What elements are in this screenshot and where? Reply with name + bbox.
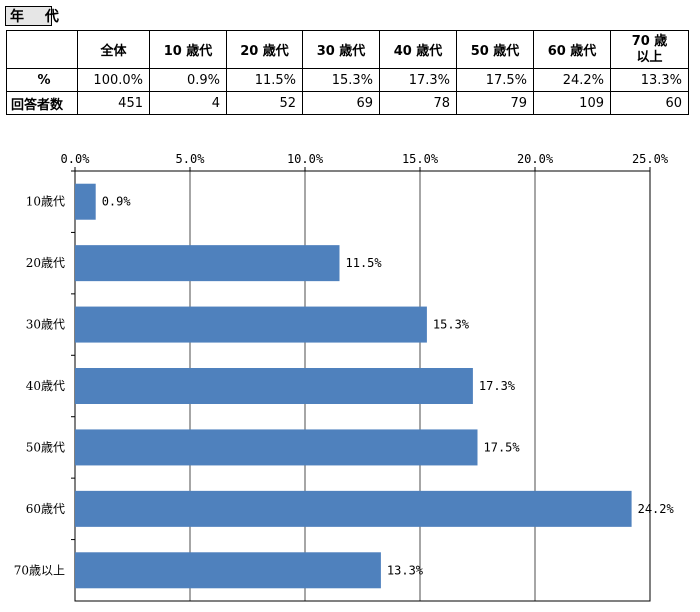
table-cell: 60 xyxy=(610,91,689,115)
table-cell: 52 xyxy=(226,91,303,115)
bar xyxy=(75,183,96,220)
x-tick-label: 5.0% xyxy=(176,152,206,166)
x-tick-label: 15.0% xyxy=(402,152,439,166)
x-tick-label: 25.0% xyxy=(632,152,669,166)
table-cell: 109 xyxy=(533,91,611,115)
bar xyxy=(75,490,632,527)
category-label: 10歳代 xyxy=(26,195,65,209)
row-header: 回答者数 xyxy=(6,91,78,115)
table-cell: 15.3% xyxy=(302,68,380,92)
bar-chart: 0.0% 5.0% 10.0% 15.0% 20.0% 25.0% 10歳代 0.9% 20歳代… xyxy=(14,152,675,602)
table-cell: 79 xyxy=(456,91,534,115)
data-label: 24.2% xyxy=(638,502,675,516)
table-cell: 24.2% xyxy=(533,68,611,92)
column-header: 50 歳代 xyxy=(456,30,534,69)
data-label: 11.5% xyxy=(346,256,383,270)
column-header: 20 歳代 xyxy=(226,30,303,69)
table-cell: 69 xyxy=(302,91,380,115)
table-cell: 11.5% xyxy=(226,68,303,92)
table-cell: 451 xyxy=(77,91,150,115)
category-label: 70歳以上 xyxy=(14,563,65,577)
table-row: 回答者数 451 4 52 69 78 79 109 60 xyxy=(6,91,689,115)
category-label: 60歳代 xyxy=(26,502,65,516)
column-header: 60 歳代 xyxy=(533,30,611,69)
table-corner-cell xyxy=(6,30,78,69)
table-row: % 100.0% 0.9% 11.5% 15.3% 17.3% 17.5% 24… xyxy=(6,68,689,92)
data-label: 0.9% xyxy=(102,195,132,209)
table-cell: 4 xyxy=(149,91,227,115)
x-tick-label: 20.0% xyxy=(517,152,554,166)
row-header: % xyxy=(6,68,78,92)
bar xyxy=(75,245,340,282)
column-header: 40 歳代 xyxy=(379,30,457,69)
column-header: 10 歳代 xyxy=(149,30,227,69)
table-cell: 13.3% xyxy=(610,68,689,92)
column-header: 全体 xyxy=(77,30,150,69)
bar xyxy=(75,306,427,343)
summary-table: 全体 10 歳代 20 歳代 30 歳代 40 歳代 50 歳代 60 歳代 7… xyxy=(6,30,689,115)
section-title: 年 代 xyxy=(5,6,59,26)
category-label: 50歳代 xyxy=(26,440,65,454)
data-label: 15.3% xyxy=(433,318,470,332)
table-cell: 17.3% xyxy=(379,68,457,92)
table-header-row: 全体 10 歳代 20 歳代 30 歳代 40 歳代 50 歳代 60 歳代 7… xyxy=(6,30,689,69)
data-label: 17.3% xyxy=(479,379,516,393)
table-cell: 17.5% xyxy=(456,68,534,92)
data-label: 17.5% xyxy=(484,440,521,454)
column-header: 30 歳代 xyxy=(302,30,380,69)
bar xyxy=(75,429,478,466)
x-tick-label: 10.0% xyxy=(287,152,324,166)
category-label: 40歳代 xyxy=(26,379,65,393)
category-label: 20歳代 xyxy=(26,256,65,270)
table-cell: 100.0% xyxy=(77,68,150,92)
column-header: 70 歳 以上 xyxy=(610,30,689,69)
category-label: 30歳代 xyxy=(26,318,65,332)
bar xyxy=(75,552,381,589)
table-cell: 0.9% xyxy=(149,68,227,92)
data-label: 13.3% xyxy=(387,563,424,577)
x-tick-label: 0.0% xyxy=(61,152,91,166)
bar xyxy=(75,368,473,404)
table-cell: 78 xyxy=(379,91,457,115)
